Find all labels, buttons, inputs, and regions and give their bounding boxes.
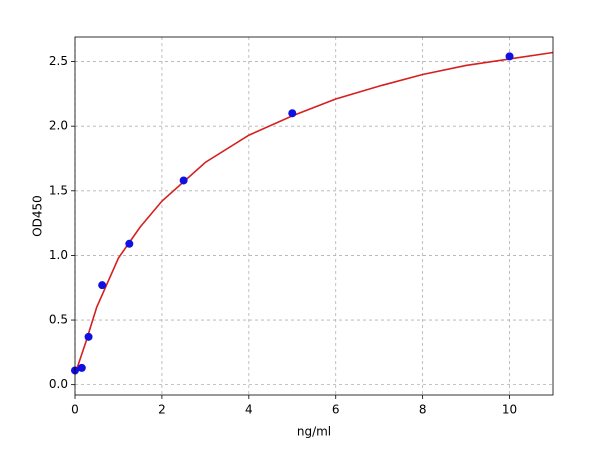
plot-frame	[74, 36, 554, 396]
fit-curve	[74, 51, 554, 375]
data-point	[179, 176, 188, 185]
y-tick-label: 1.5	[49, 183, 68, 197]
y-tick-label: 0.5	[49, 313, 68, 327]
data-point	[84, 332, 93, 341]
x-tick-label: 10	[502, 403, 517, 417]
y-tick-label: 1.0	[49, 248, 68, 262]
x-tick-label: 2	[158, 403, 166, 417]
x-tick-label: 4	[245, 403, 253, 417]
x-tick-label: 6	[332, 403, 340, 417]
x-tick-label: 8	[419, 403, 427, 417]
x-tick-label: 0	[71, 403, 79, 417]
data-point	[288, 109, 297, 118]
y-axis-label: OD450	[31, 195, 45, 237]
y-tick-label: 2.5	[49, 54, 68, 68]
data-point	[77, 363, 86, 372]
y-tick-label: 0.0	[49, 377, 68, 391]
data-point	[125, 239, 134, 248]
y-tick-label: 2.0	[49, 119, 68, 133]
x-axis-label: ng/ml	[297, 425, 331, 439]
data-point	[505, 52, 514, 61]
data-point	[98, 281, 107, 290]
